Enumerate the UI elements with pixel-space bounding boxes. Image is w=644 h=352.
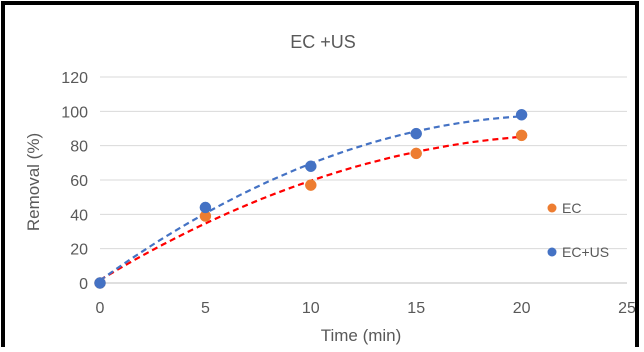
x-tick-label-5: 5 (201, 300, 210, 317)
y-tick-label-0: 0 (79, 276, 88, 293)
point-ec-us-2 (305, 160, 317, 173)
point-ec-us-4 (515, 109, 528, 121)
x-tick-label-25: 25 (618, 300, 635, 317)
x-tick-label-15: 15 (407, 300, 425, 317)
point-ec-us-1 (199, 201, 212, 214)
removal-chart: EC +US Removal (%) Time (min) 0 20 40 60 80 1… (24, 32, 636, 345)
y-axis-label: Removal (%) (24, 133, 43, 231)
legend-label-ec-us: EC+US (562, 244, 609, 260)
point-ec-3 (410, 147, 422, 160)
y-tick-label-40: 40 (70, 207, 88, 224)
trendline-ec-us (99, 115, 522, 282)
x-tick-label-20: 20 (513, 300, 531, 317)
data-point-layer (94, 109, 528, 289)
point-ec-us-3 (410, 127, 422, 140)
tick-label-layer: 0 20 40 60 80 100 120 0 5 10 15 20 25 (61, 70, 636, 317)
y-tick-label-100: 100 (61, 104, 88, 121)
chart-title: EC +US (290, 32, 356, 52)
y-tick-label-20: 20 (70, 242, 88, 259)
legend-marker-ec (547, 203, 557, 213)
y-tick-label-60: 60 (70, 173, 88, 190)
y-tick-label-80: 80 (70, 139, 88, 156)
legend-label-ec: EC (562, 200, 581, 216)
x-axis-label: Time (min) (321, 326, 402, 345)
trendline-layer (99, 115, 522, 282)
legend: EC EC+US (547, 200, 609, 260)
point-ec-us-0 (94, 277, 106, 289)
x-tick-label-10: 10 (302, 300, 320, 317)
point-ec-2 (305, 179, 317, 191)
legend-marker-ec-us (547, 247, 557, 257)
chart-frame: EC +US Removal (%) Time (min) 0 20 40 60 80 1… (1, 1, 639, 347)
x-tick-label-0: 0 (96, 300, 105, 317)
y-tick-label-120: 120 (61, 70, 88, 87)
trendline-ec (99, 135, 522, 281)
grid-layer (100, 76, 627, 284)
point-ec-4 (515, 129, 528, 142)
